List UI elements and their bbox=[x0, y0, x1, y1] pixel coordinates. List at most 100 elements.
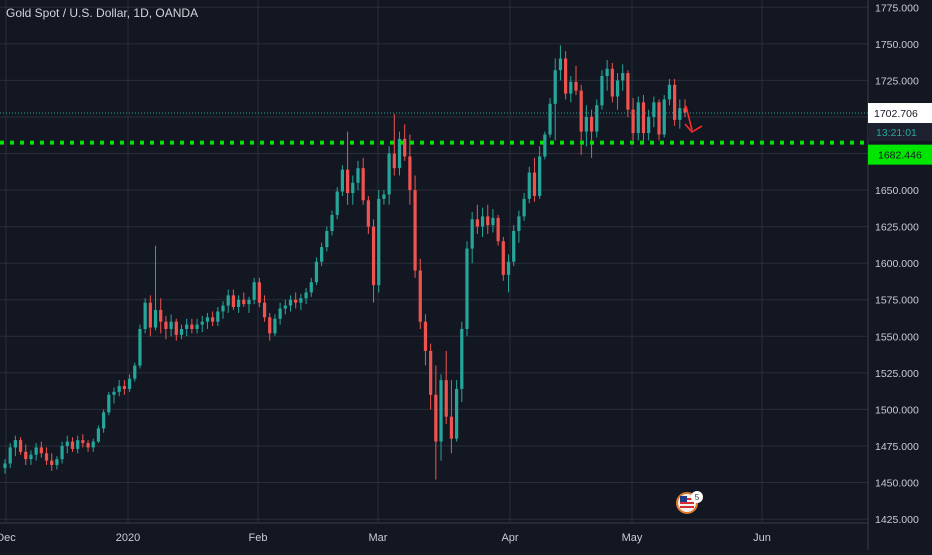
candle bbox=[392, 114, 396, 176]
candle-body bbox=[470, 219, 474, 249]
candle-body bbox=[164, 321, 168, 329]
y-tick-label: 1725.000 bbox=[875, 75, 919, 87]
candle-body bbox=[262, 302, 267, 318]
y-tick-label: 1775.000 bbox=[875, 2, 919, 14]
candle-body bbox=[657, 102, 661, 135]
candle bbox=[252, 277, 256, 305]
candle-body bbox=[662, 99, 666, 135]
candle-body bbox=[221, 305, 225, 312]
candle-body bbox=[538, 156, 542, 196]
candle-body bbox=[397, 138, 402, 169]
candle-body bbox=[226, 295, 230, 306]
last-price-badge bbox=[868, 103, 932, 124]
candle bbox=[397, 131, 402, 176]
candle-body bbox=[558, 58, 563, 71]
candle bbox=[60, 441, 64, 464]
candle bbox=[174, 318, 178, 341]
candle-body bbox=[506, 261, 511, 275]
candle-body bbox=[278, 308, 282, 319]
candle-body bbox=[314, 261, 319, 283]
candle bbox=[226, 289, 230, 313]
candle-body bbox=[50, 460, 54, 465]
candle bbox=[127, 374, 132, 392]
y-tick-label: 1750.000 bbox=[875, 39, 919, 51]
candle bbox=[408, 134, 412, 205]
candle-body bbox=[294, 299, 298, 303]
candle-body bbox=[543, 134, 547, 157]
candle-body bbox=[107, 394, 111, 413]
candle-body bbox=[174, 321, 178, 335]
candle-body bbox=[268, 317, 272, 334]
x-tick-label: Feb bbox=[249, 532, 268, 544]
candle-body bbox=[475, 219, 479, 227]
candle bbox=[527, 166, 531, 204]
candle bbox=[294, 292, 298, 309]
candle bbox=[29, 450, 33, 465]
candle bbox=[76, 435, 80, 454]
y-tick-label: 1550.000 bbox=[875, 331, 919, 343]
candle bbox=[133, 362, 137, 382]
candle bbox=[564, 51, 568, 100]
candle bbox=[460, 321, 464, 403]
candle bbox=[102, 409, 106, 433]
candle-body bbox=[429, 350, 433, 395]
candle bbox=[65, 435, 69, 454]
candle-body bbox=[309, 282, 313, 293]
candle-body bbox=[434, 394, 438, 442]
candle-body bbox=[117, 386, 121, 392]
support-badge bbox=[868, 144, 932, 165]
candle bbox=[70, 437, 75, 452]
candle bbox=[475, 204, 479, 234]
candle bbox=[138, 324, 142, 369]
candle bbox=[548, 97, 552, 138]
candle-body bbox=[496, 217, 500, 242]
candle bbox=[8, 443, 12, 468]
candle bbox=[257, 277, 261, 308]
candle bbox=[86, 440, 90, 452]
candle-body bbox=[345, 169, 350, 194]
candle-body bbox=[366, 200, 370, 227]
candle bbox=[626, 70, 630, 117]
candle-body bbox=[626, 73, 630, 110]
candle bbox=[662, 95, 666, 138]
candle bbox=[434, 365, 438, 480]
candle-body bbox=[377, 198, 381, 286]
candle-body bbox=[340, 169, 345, 192]
candle bbox=[288, 295, 293, 312]
candle bbox=[179, 324, 184, 340]
candle-body bbox=[449, 416, 454, 439]
candle-body bbox=[190, 324, 194, 329]
candle bbox=[153, 245, 158, 331]
candle-body bbox=[247, 299, 251, 305]
candle-body bbox=[185, 324, 189, 329]
candle-body bbox=[81, 440, 85, 444]
candle bbox=[273, 314, 277, 337]
candle bbox=[34, 443, 38, 461]
candle bbox=[366, 195, 370, 234]
candle-body bbox=[517, 216, 521, 232]
us-flag-event-icon[interactable]: 5 bbox=[676, 490, 706, 516]
candle bbox=[553, 58, 557, 141]
candle-body bbox=[512, 231, 516, 262]
candle-body bbox=[569, 81, 573, 94]
candle bbox=[667, 78, 672, 106]
candle bbox=[501, 236, 505, 281]
candle bbox=[631, 97, 635, 141]
candle-body bbox=[252, 282, 256, 300]
candle-body bbox=[169, 321, 173, 329]
candle bbox=[242, 292, 246, 308]
candle bbox=[439, 374, 443, 461]
candle-body bbox=[304, 292, 308, 299]
candle-body bbox=[39, 447, 43, 454]
candle bbox=[506, 254, 511, 293]
candle-body bbox=[91, 441, 95, 448]
x-tick-label: Apr bbox=[501, 532, 518, 544]
candle bbox=[605, 59, 609, 91]
candle bbox=[496, 214, 500, 246]
candle bbox=[558, 45, 563, 81]
candle bbox=[185, 318, 189, 337]
candle bbox=[50, 453, 54, 471]
countdown-label: 13:21:01 bbox=[876, 127, 917, 139]
